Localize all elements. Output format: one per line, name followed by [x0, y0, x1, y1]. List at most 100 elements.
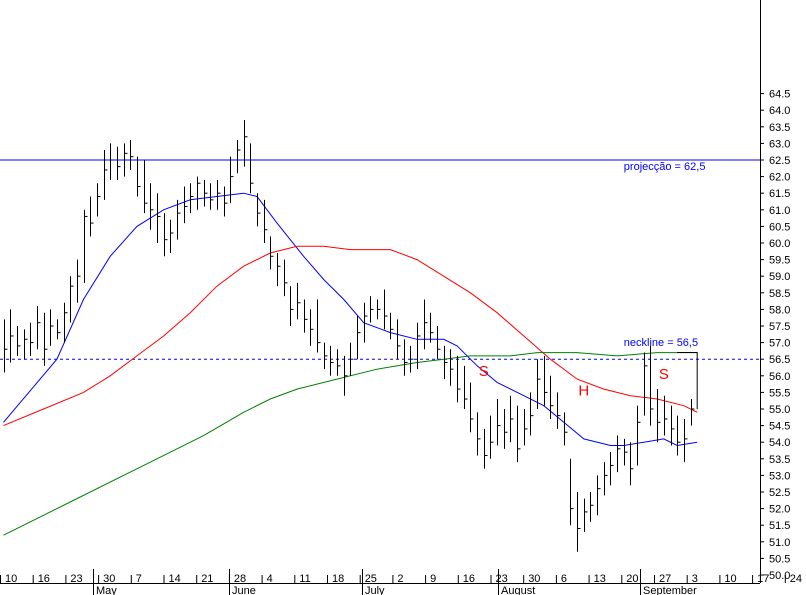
ohlc-bar [217, 179, 221, 210]
ohlc-bar [677, 415, 681, 456]
ohlc-bar [630, 442, 634, 486]
month-label: August [501, 585, 535, 595]
x-tick-label: 30 [103, 573, 115, 585]
ohlc-bar [270, 236, 274, 270]
x-tick-label: 23 [496, 573, 508, 585]
y-tick-label: 52.0 [769, 504, 790, 516]
ohlc-bar [177, 199, 181, 240]
x-tick-label: 30 [528, 573, 540, 585]
month-label: June [232, 585, 256, 595]
ohlc-bar [517, 405, 521, 463]
ohlc-bar [430, 312, 434, 343]
ohlc-bar [450, 349, 454, 386]
x-tick-label: 4 [267, 573, 273, 585]
ohlc-bar [664, 395, 668, 436]
ohlc-bar [344, 355, 348, 396]
x-tick-label: 16 [38, 573, 50, 585]
ohlc-bar [284, 259, 288, 297]
ohlc-bar [264, 199, 268, 243]
y-tick-label: 57.0 [769, 338, 790, 350]
x-tick-label: 9 [430, 573, 436, 585]
ohlc-bar [604, 462, 608, 496]
ohlc-bar [170, 219, 174, 253]
ohlc-bar [237, 140, 241, 174]
ohlc-bar [357, 316, 361, 360]
x-tick-label: 24 [790, 573, 802, 585]
month-label: July [365, 585, 385, 595]
y-tick-label: 64.0 [769, 105, 790, 117]
ohlc-bar [550, 375, 554, 419]
ohlc-bar [691, 399, 695, 426]
y-tick-label: 58.5 [769, 288, 790, 300]
x-tick-label: 21 [201, 573, 213, 585]
ohlc-bar [477, 412, 481, 456]
ohlc-bar [137, 156, 141, 197]
annotation-label: projecção = 62,5 [624, 161, 706, 173]
ohlc-bar [117, 146, 121, 180]
ohlc-bar [230, 156, 234, 204]
x-tick-label: 3 [692, 573, 698, 585]
y-tick-label: 63.5 [769, 122, 790, 134]
ohlc-bar [257, 193, 261, 227]
y-tick-label: 59.5 [769, 255, 790, 267]
plot-area [0, 0, 760, 583]
y-tick-label: 58.0 [769, 304, 790, 316]
ohlc-bar [350, 342, 354, 376]
breakout-marker [677, 352, 698, 409]
ohlc-bar [684, 418, 688, 463]
ohlc-bar [37, 306, 41, 350]
y-tick-label: 53.5 [769, 454, 790, 466]
ohlc-bar [304, 299, 308, 333]
y-tick-label: 59.0 [769, 271, 790, 283]
ohlc-bar [577, 492, 581, 552]
ohlc-bar [84, 209, 88, 283]
ohlc-bar [384, 289, 388, 330]
ohlc-bar [144, 160, 148, 214]
x-tick-label: 10 [5, 573, 17, 585]
ohlc-bar [597, 475, 601, 516]
ohlc-bar [364, 302, 368, 343]
ohlc-bar [570, 458, 574, 526]
ohlc-bar [297, 282, 301, 320]
x-tick-label: 20 [626, 573, 638, 585]
ohlc-bar [564, 412, 568, 446]
annotation-label: neckline = 56,5 [624, 337, 698, 349]
y-tick-label: 61.5 [769, 188, 790, 200]
x-tick-label: 6 [561, 573, 567, 585]
ohlc-bar [77, 259, 81, 303]
ohlc-bar [444, 345, 448, 380]
x-tick-label: 2 [397, 573, 403, 585]
pattern-label: S [659, 366, 669, 383]
ohlc-bar [671, 405, 675, 446]
ohlc-bar [557, 392, 561, 429]
ohlc-bar [537, 359, 541, 409]
ohlc-bar [657, 389, 661, 443]
ohlc-bar [290, 286, 294, 326]
annotations: projecção = 62,5 neckline = 56,5 S H S [479, 161, 706, 400]
x-tick-label: 13 [594, 573, 606, 585]
y-tick-label: 56.0 [769, 371, 790, 383]
ohlc-bar [17, 326, 21, 356]
ohlc-bar [204, 179, 208, 207]
ohlc-bar [370, 296, 374, 323]
ohlc-bar [510, 395, 514, 443]
pattern-label: S [479, 363, 489, 380]
ohlc-bar [250, 143, 254, 194]
y-tick-label: 55.0 [769, 404, 790, 416]
ohlc-bar [497, 399, 501, 446]
ohlc-bar [524, 409, 528, 446]
ohlc-bar [24, 329, 28, 360]
ohlc-bar [404, 339, 408, 376]
ohlc-bar [484, 428, 488, 469]
y-tick-label: 51.5 [769, 520, 790, 532]
ohlc-bar [244, 120, 248, 167]
ohlc-bar [530, 392, 534, 436]
y-tick-label: 60.5 [769, 221, 790, 233]
x-tick-label: 17 [757, 573, 769, 585]
y-tick-label: 56.5 [769, 354, 790, 366]
y-tick-label: 63.0 [769, 138, 790, 150]
x-axis: 10 16 23 30 7 14 21 28 4 11 18 25 2 9 16 23 30 6 13 20 27 3 10… [0, 569, 802, 595]
ma-medium-line [3, 245, 698, 427]
ohlc-bar [330, 345, 334, 376]
